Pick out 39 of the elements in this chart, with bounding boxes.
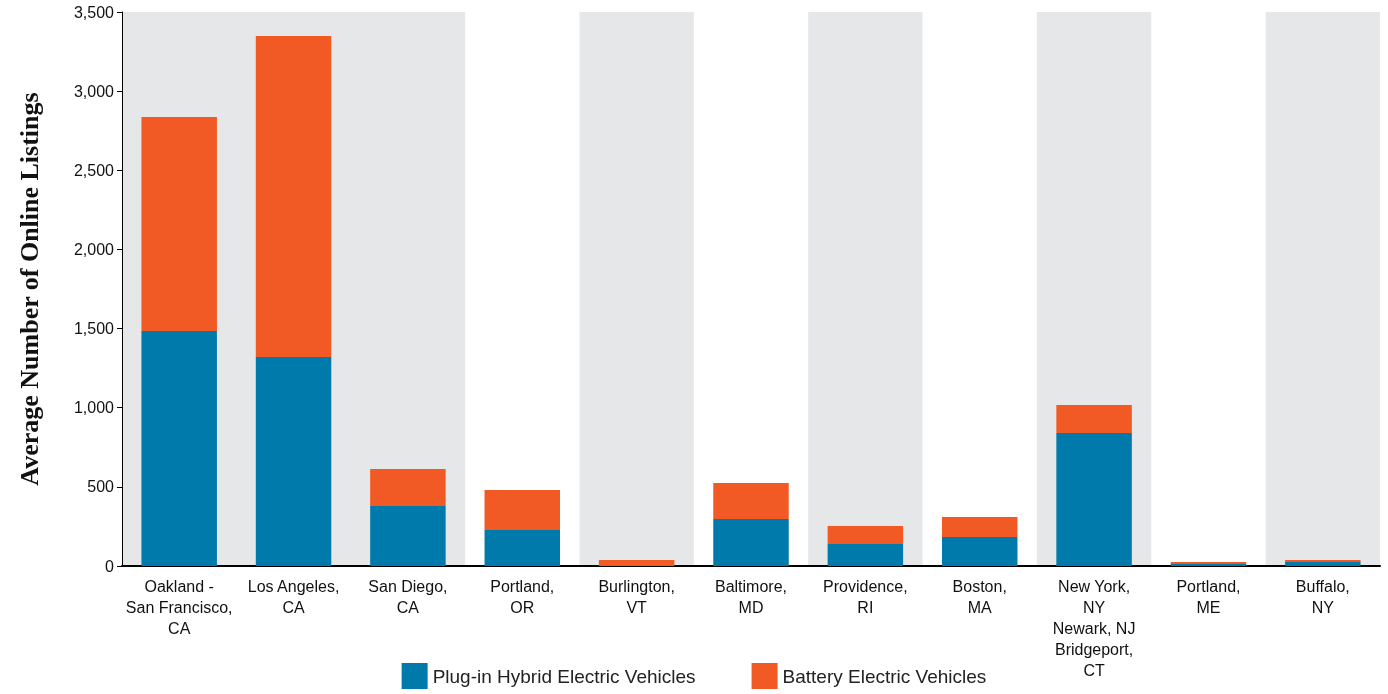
bar — [598, 559, 675, 566]
bar — [255, 357, 332, 566]
x-tick-label: Buffalo, NY — [1295, 578, 1350, 616]
y-tick-label: 0 — [105, 557, 115, 575]
x-tick-label: Portland, OR — [490, 578, 555, 616]
y-tick-label: 1,000 — [73, 399, 115, 417]
x-tick-label: Portland, ME — [1176, 578, 1241, 616]
x-tick-label: Providence, RI — [823, 578, 908, 616]
bar — [1056, 433, 1132, 566]
x-tick-label: Los Angeles, CA — [247, 578, 340, 616]
y-tick-label: 1,500 — [73, 320, 115, 338]
x-tick-label: Baltimore, MD — [714, 578, 788, 616]
y-tick-label: 500 — [87, 478, 115, 496]
y-axis-title: Average Number of Online Listings — [14, 92, 44, 486]
bar — [484, 490, 561, 531]
bar — [713, 518, 789, 566]
bar — [713, 483, 789, 519]
x-tick-label: San Diego, CA — [368, 578, 448, 616]
bar — [484, 530, 561, 566]
y-tick-label: 3,000 — [73, 82, 115, 100]
y-tick-label: 3,500 — [73, 3, 115, 21]
bar — [141, 117, 217, 331]
bar — [370, 468, 446, 507]
y-tick-label: 2,500 — [73, 161, 115, 179]
bar — [255, 36, 332, 358]
bar — [941, 516, 1018, 538]
x-tick-label: Boston, MA — [952, 578, 1007, 616]
bar — [1056, 405, 1132, 434]
bar — [141, 330, 217, 566]
y-tick-label: 2,000 — [73, 240, 115, 258]
bar — [827, 525, 904, 544]
bar — [941, 537, 1018, 566]
x-tick-label: Oakland - San Francisco, CA — [125, 578, 233, 637]
bar — [370, 506, 446, 566]
bar — [827, 544, 904, 566]
legend-label: Battery Electric Vehicles — [782, 665, 987, 687]
x-tick-label: New York, NY Newark, NJ Bridgeport, CT — [1052, 578, 1136, 679]
x-tick-label: Burlington, VT — [598, 578, 675, 616]
legend-label: Plug-in Hybrid Electric Vehicles — [432, 665, 696, 687]
